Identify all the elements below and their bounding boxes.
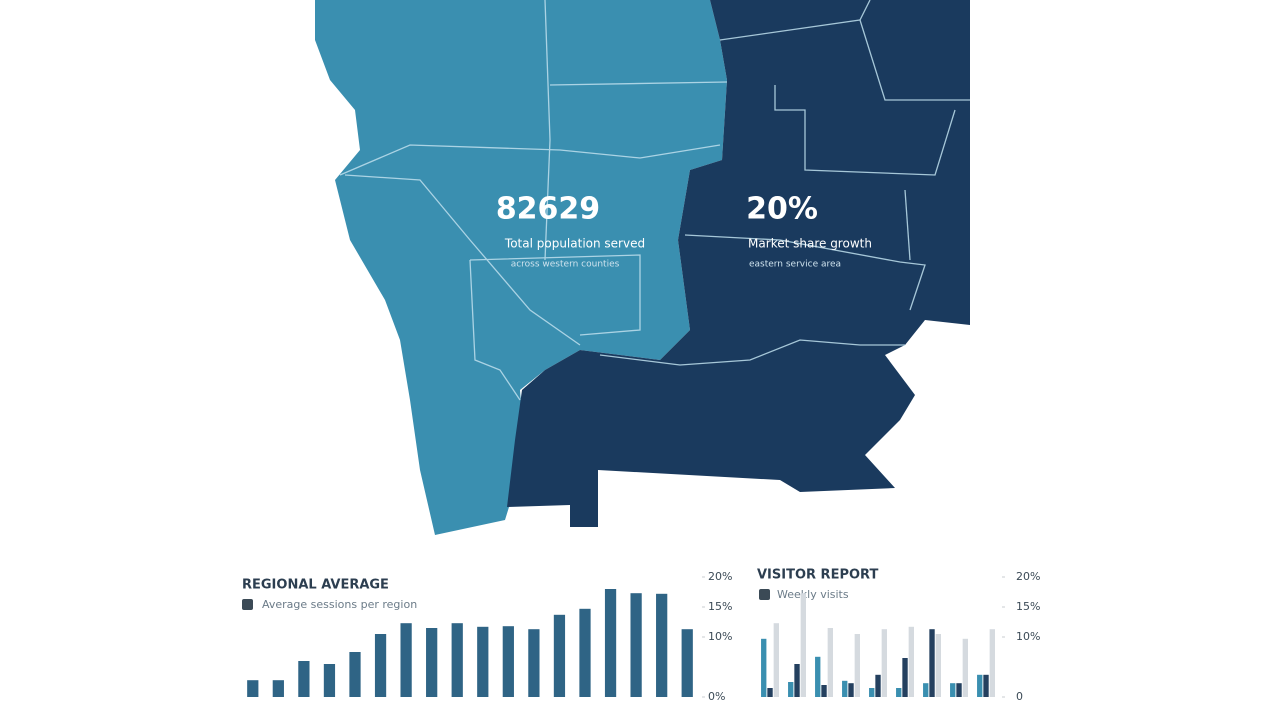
bar bbox=[767, 688, 773, 697]
stat-value: 20% bbox=[746, 192, 818, 227]
stat-note: across western counties bbox=[511, 260, 620, 270]
bar bbox=[502, 626, 514, 697]
chart-title: VISITOR REPORT bbox=[757, 568, 878, 583]
bar bbox=[854, 634, 861, 697]
county-borders bbox=[339, 0, 970, 401]
stat-note: eastern service area bbox=[749, 260, 841, 270]
bar bbox=[950, 683, 956, 697]
bar bbox=[923, 683, 929, 697]
bar bbox=[875, 674, 881, 697]
bar bbox=[842, 680, 848, 697]
y-tick-label: 20% bbox=[708, 570, 732, 583]
bar bbox=[656, 593, 668, 697]
y-tick-label: 10% bbox=[708, 630, 732, 643]
icon bbox=[759, 589, 770, 600]
bar bbox=[426, 628, 438, 697]
region-west bbox=[315, 0, 727, 535]
bar bbox=[794, 664, 800, 697]
bar bbox=[827, 628, 834, 697]
bar bbox=[848, 683, 854, 697]
chart-subtitle: Weekly visits bbox=[777, 588, 849, 601]
bar bbox=[761, 638, 767, 697]
bar bbox=[977, 674, 983, 697]
bar bbox=[935, 634, 942, 697]
chart-subtitle: Average sessions per region bbox=[262, 598, 417, 611]
bar bbox=[983, 674, 989, 697]
y-tick-label: 15% bbox=[708, 600, 732, 613]
bar bbox=[349, 652, 361, 697]
chart-panel: REGIONAL AVERAGE Average sessions per re… bbox=[242, 568, 878, 611]
bar bbox=[477, 626, 489, 697]
bar bbox=[528, 629, 540, 697]
y-tick-label: 0 bbox=[1016, 690, 1023, 703]
bar bbox=[323, 664, 336, 697]
bar bbox=[908, 626, 915, 697]
stat-label: Total population served bbox=[504, 237, 645, 251]
bar bbox=[788, 682, 794, 697]
bar bbox=[800, 593, 807, 697]
y-tick-label: 0% bbox=[708, 690, 725, 703]
bar bbox=[815, 656, 821, 697]
bar bbox=[630, 593, 642, 697]
bar bbox=[604, 589, 617, 697]
stat-label: Market share growth bbox=[748, 237, 872, 251]
bar bbox=[929, 629, 935, 697]
bar bbox=[869, 688, 875, 697]
y-tick-label: 20% bbox=[1016, 570, 1040, 583]
bar bbox=[298, 661, 310, 697]
y-tick-label: 10% bbox=[1016, 630, 1040, 643]
bar bbox=[400, 623, 412, 697]
stat-value: 82629 bbox=[496, 192, 600, 227]
bar bbox=[247, 680, 259, 697]
bar bbox=[579, 608, 591, 697]
chart-title: REGIONAL AVERAGE bbox=[242, 578, 389, 593]
map: 82629 Total population served across wes… bbox=[315, 0, 970, 535]
bar bbox=[773, 623, 780, 697]
y-tick-label: 15% bbox=[1016, 600, 1040, 613]
bar bbox=[902, 658, 908, 697]
bar bbox=[962, 638, 969, 697]
icon bbox=[242, 599, 253, 610]
bar bbox=[272, 680, 284, 697]
bar bbox=[681, 629, 693, 697]
bar bbox=[553, 614, 566, 697]
bar bbox=[896, 688, 902, 697]
bar bbox=[956, 683, 962, 697]
bar bbox=[989, 629, 996, 697]
bar bbox=[881, 629, 888, 697]
bar bbox=[821, 685, 827, 697]
region-east bbox=[507, 0, 970, 527]
bar bbox=[374, 634, 387, 697]
bar bbox=[451, 623, 463, 697]
